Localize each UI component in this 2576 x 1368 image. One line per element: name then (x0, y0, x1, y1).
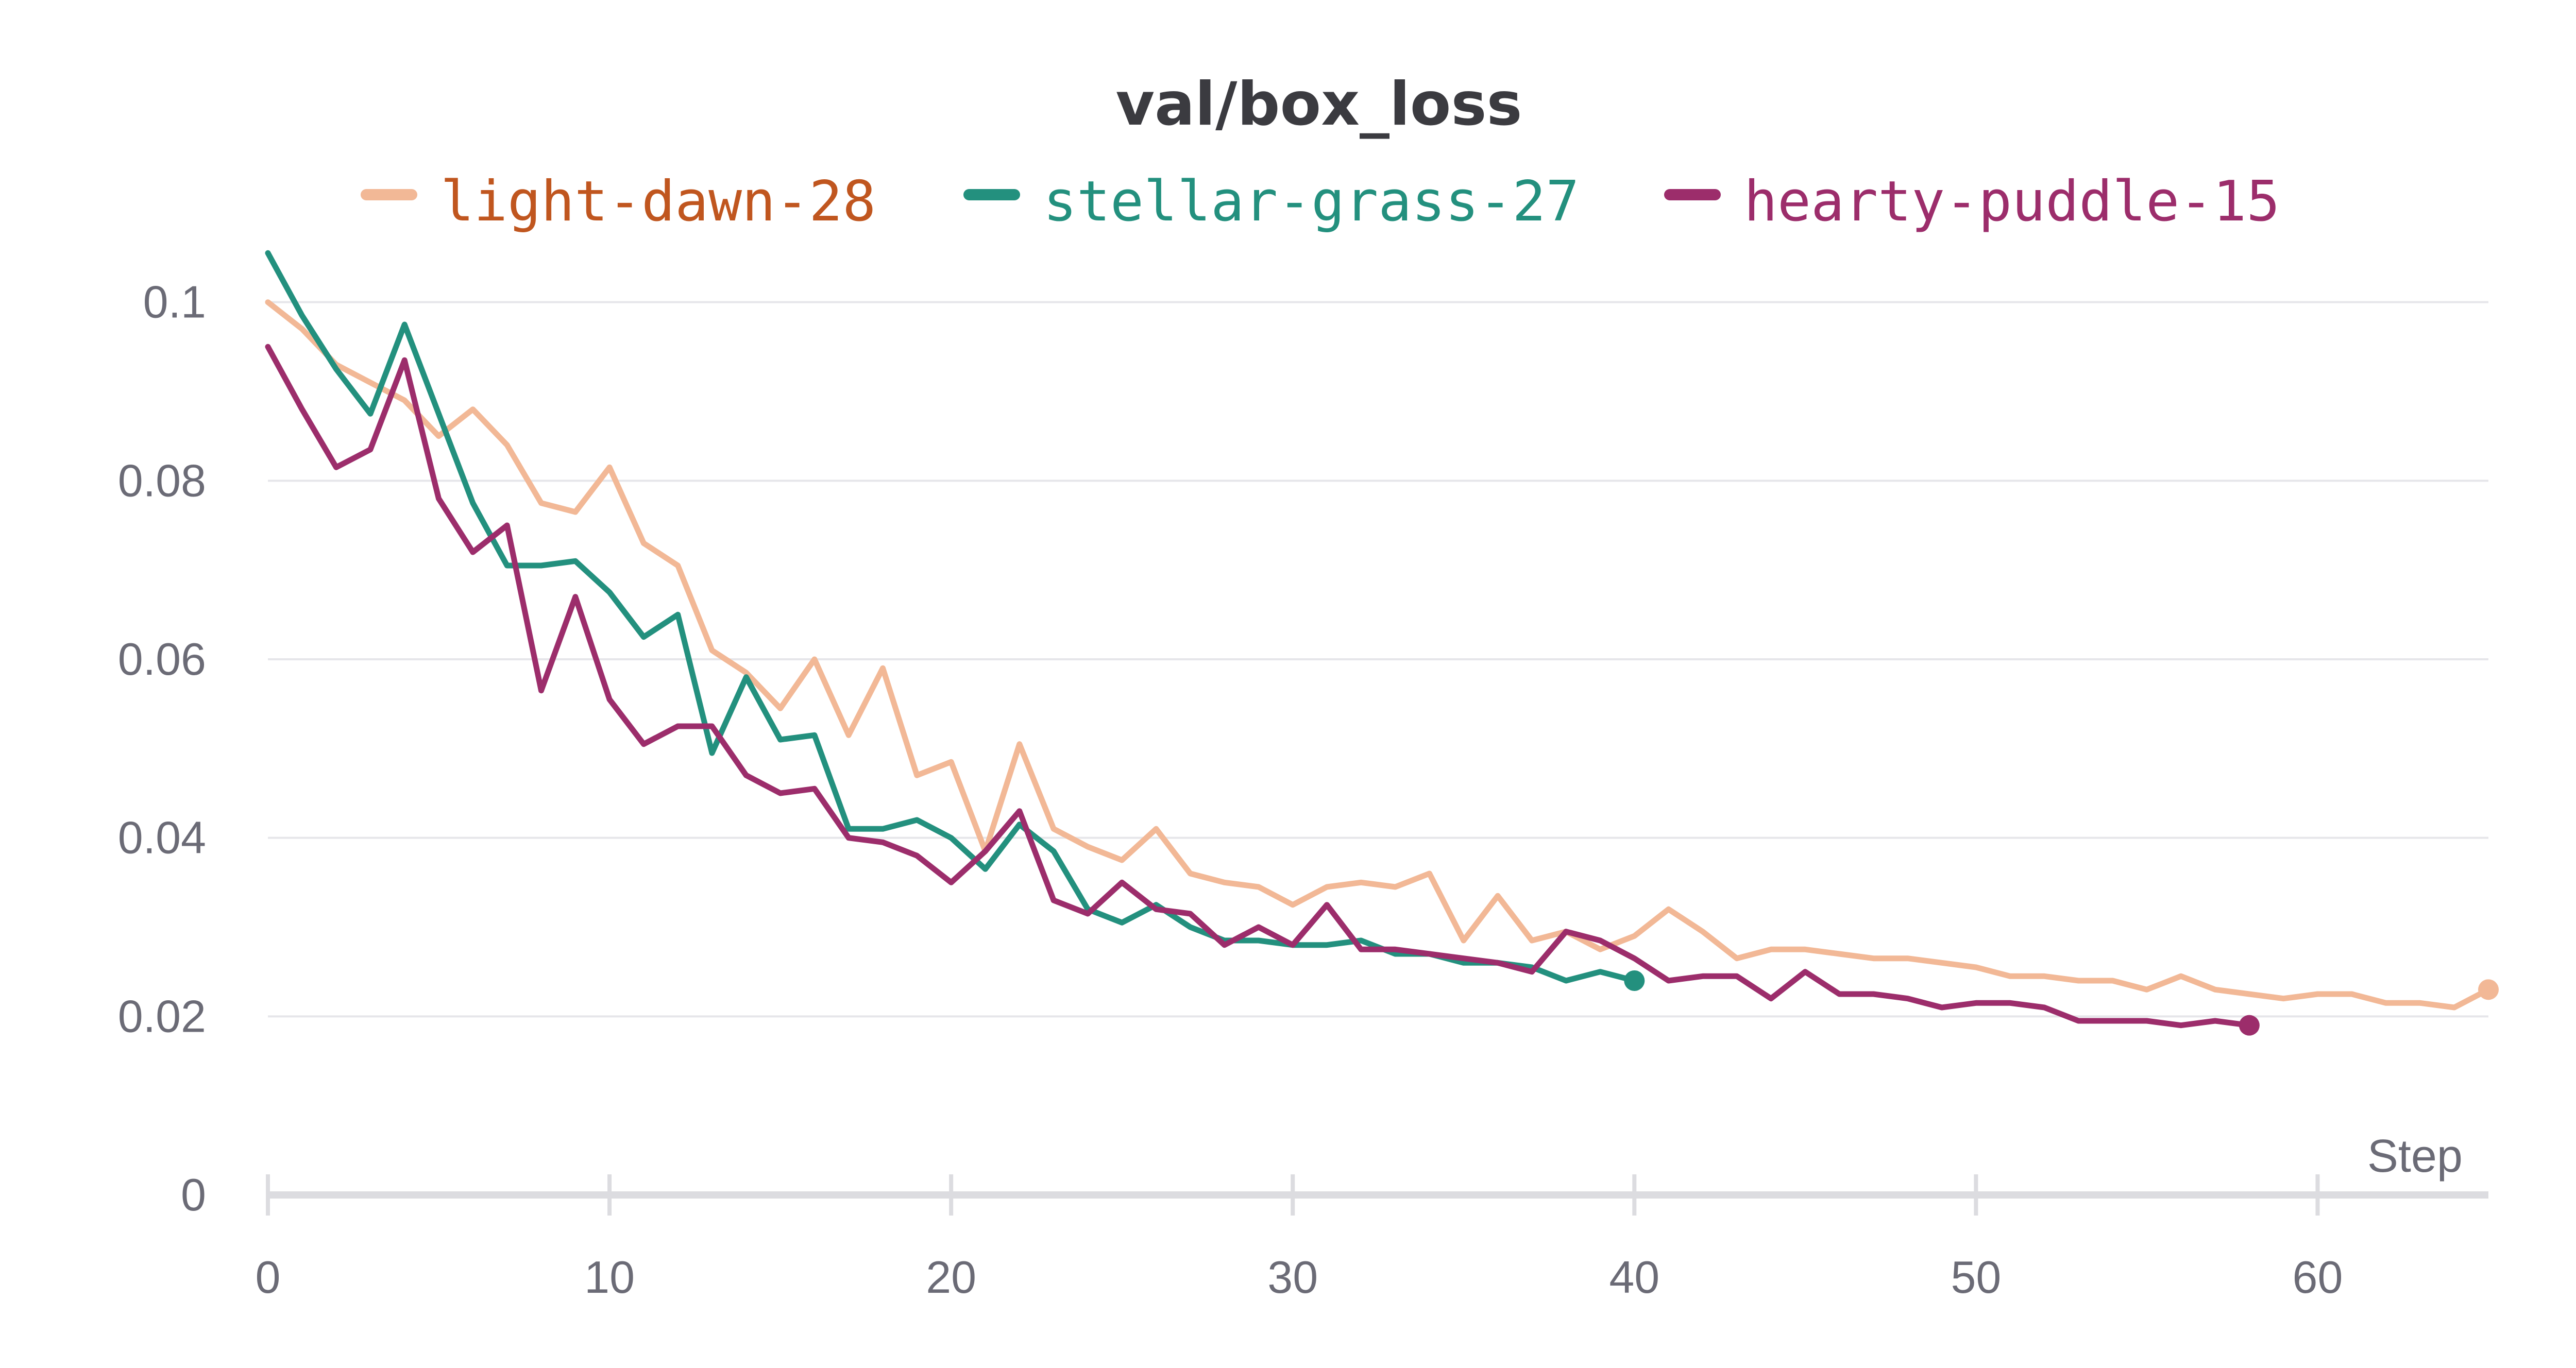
chart-title: val/box_loss (1115, 70, 1522, 139)
series-light-dawn-28 (265, 299, 2499, 1011)
x-tick-label: 30 (1267, 1252, 1318, 1303)
legend-label: light-dawn-28 (440, 169, 876, 234)
legend-swatch (963, 189, 1020, 200)
y-tick-label: 0.02 (118, 990, 206, 1041)
legend-swatch (361, 189, 417, 200)
grid (268, 301, 2488, 1018)
y-tick-label: 0.08 (118, 455, 206, 506)
x-tick-label: 50 (1951, 1252, 2001, 1303)
series-end-point (1624, 970, 1645, 991)
legend-item-light-dawn-28[interactable]: light-dawn-28 (361, 169, 876, 234)
x-axis: 0 10 20 30 40 50 60 (256, 1174, 2488, 1303)
legend-item-hearty-puddle-15[interactable]: hearty-puddle-15 (1664, 169, 2280, 234)
x-tick-label: 40 (1609, 1252, 1659, 1303)
legend: light-dawn-28 stellar-grass-27 hearty-pudd… (361, 169, 2280, 234)
x-tick-label: 60 (2293, 1252, 2343, 1303)
series-hearty-puddle-15 (265, 344, 2260, 1036)
series-layer (265, 250, 2499, 1036)
x-tick-label: 20 (926, 1252, 976, 1303)
y-axis: 0 0.02 0.04 0.06 0.08 0.1 (118, 277, 206, 1220)
series-line (265, 344, 2252, 1029)
y-tick-label: 0.06 (118, 634, 206, 685)
legend-label: stellar-grass-27 (1043, 169, 1579, 234)
legend-item-stellar-grass-27[interactable]: stellar-grass-27 (963, 169, 1579, 234)
y-tick-label: 0.1 (143, 277, 206, 328)
series-line (265, 299, 2492, 1011)
series-line (265, 250, 1637, 984)
x-tick-label: 10 (584, 1252, 635, 1303)
x-axis-label: Step (2367, 1131, 2463, 1182)
x-tick-label: 0 (256, 1252, 281, 1303)
legend-swatch (1664, 189, 1721, 200)
y-tick-label: 0.04 (118, 812, 206, 863)
legend-label: hearty-puddle-15 (1744, 169, 2280, 234)
series-stellar-grass-27 (265, 250, 1645, 991)
series-end-point (2478, 979, 2499, 1000)
series-end-point (2239, 1015, 2260, 1036)
y-tick-label: 0 (181, 1169, 206, 1220)
